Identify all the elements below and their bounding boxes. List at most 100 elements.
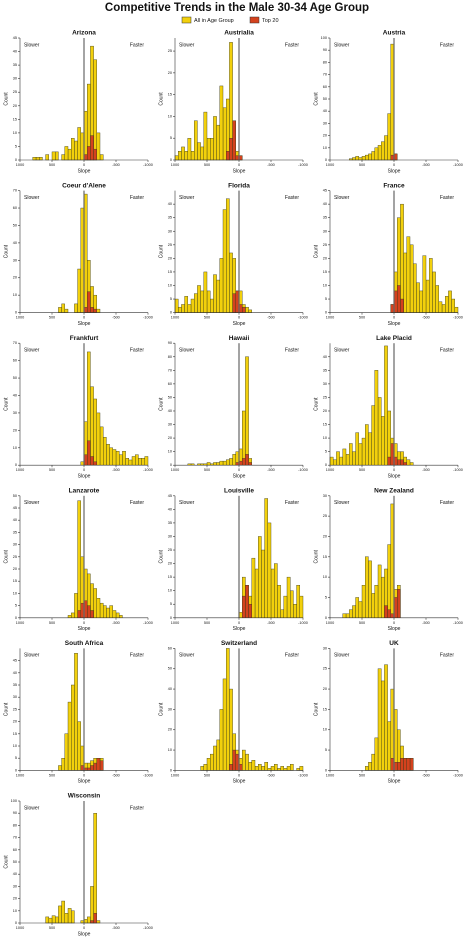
- x-tick-label: -1000: [143, 621, 153, 625]
- top-bar: [229, 764, 233, 771]
- y-tick-label: 25: [168, 243, 172, 247]
- y-tick-label: 5: [170, 297, 172, 301]
- y-tick-label: 20: [323, 687, 327, 691]
- panel-title: New Zealand: [374, 488, 414, 495]
- annotation: Slower: [24, 805, 40, 811]
- histogram-bar: [138, 458, 142, 466]
- y-tick-label: 90: [13, 811, 17, 815]
- y-tick-label: 20: [323, 409, 327, 413]
- y-tick-label: 5: [15, 756, 17, 760]
- x-tick-label: -500: [112, 163, 120, 167]
- top-bar: [93, 461, 97, 466]
- histogram-bar: [355, 432, 360, 466]
- histogram-bar: [374, 147, 379, 161]
- histogram-bar: [141, 458, 146, 466]
- y-tick-label: 10: [13, 744, 17, 748]
- histogram-bar: [387, 113, 392, 161]
- top-bar: [229, 138, 233, 161]
- histogram-bar: [187, 304, 192, 313]
- annotation: Faster: [285, 195, 300, 201]
- y-tick-label: 40: [168, 202, 172, 206]
- x-tick-label: 1000: [171, 163, 179, 167]
- histogram-bar: [384, 664, 388, 771]
- histogram-bar: [358, 601, 363, 618]
- histogram-bar: [181, 304, 185, 313]
- annotation: Slower: [179, 195, 195, 201]
- y-tick-label: 25: [13, 707, 17, 711]
- histogram-bar: [345, 613, 350, 619]
- histogram-bar: [403, 252, 408, 313]
- panel: Lake Placid Slower Faster 0 5 10 15 20 25 30 35 40 1…: [313, 335, 463, 480]
- histogram-bar: [219, 85, 224, 161]
- histogram-bar: [384, 345, 388, 466]
- histogram-bar: [413, 263, 417, 313]
- annotation: Slower: [24, 500, 40, 506]
- y-tick-label: 30: [323, 229, 327, 233]
- x-tick-label: 0: [238, 163, 240, 167]
- histogram-bar: [232, 454, 237, 466]
- histogram-bar: [286, 766, 291, 771]
- y-tick-label: 40: [168, 507, 172, 511]
- y-tick-label: 0: [170, 768, 172, 772]
- y-tick-label: 40: [13, 872, 17, 876]
- x-tick-label: 0: [238, 468, 240, 472]
- x-tick-label: 500: [49, 926, 55, 930]
- y-tick-label: 20: [13, 428, 17, 432]
- annotation: Slower: [24, 653, 40, 659]
- panel: Coeur d'Alene Slower Faster 0 10 20 30 40 50 60 70…: [3, 182, 153, 327]
- histogram-bar: [99, 426, 104, 466]
- y-tick-label: 100: [11, 799, 17, 803]
- y-tick-label: 0: [325, 616, 327, 620]
- y-tick-label: 90: [323, 48, 327, 52]
- top-bar: [397, 762, 401, 771]
- x-tick-label: -1000: [143, 163, 153, 167]
- histogram-bar: [64, 913, 69, 924]
- histogram-bar: [333, 459, 337, 466]
- y-tick-label: 20: [13, 720, 17, 724]
- annotation: Faster: [440, 500, 455, 506]
- histogram-bar: [368, 153, 372, 161]
- y-tick-label: 50: [323, 97, 327, 101]
- y-tick-label: 70: [13, 836, 17, 840]
- annotation: Faster: [285, 42, 300, 48]
- histogram-bar: [209, 298, 214, 313]
- top-bar: [90, 135, 94, 161]
- x-tick-label: -1000: [453, 468, 463, 472]
- y-tick-label: 80: [323, 60, 327, 64]
- histogram-bar: [280, 766, 285, 771]
- histogram-bar: [258, 536, 262, 619]
- y-tick-label: 10: [168, 589, 172, 593]
- y-tick-label: 50: [168, 667, 172, 671]
- histogram-bar: [209, 138, 214, 161]
- histogram-bar: [193, 293, 198, 313]
- y-tick-label: 60: [323, 85, 327, 89]
- histogram-bar: [371, 753, 376, 771]
- y-axis-label: Count: [313, 397, 319, 411]
- annotation: Faster: [130, 42, 145, 48]
- x-axis-label: Slope: [388, 168, 401, 174]
- y-tick-label: 30: [13, 411, 17, 415]
- histogram-bar: [115, 612, 120, 618]
- y-axis-label: Count: [158, 244, 164, 258]
- histogram-bar: [184, 296, 189, 313]
- top-bar: [93, 308, 97, 313]
- histogram-bar: [222, 678, 227, 771]
- histogram-bar: [93, 59, 97, 161]
- histogram-bar: [193, 120, 198, 161]
- y-axis-label: Count: [3, 397, 9, 411]
- histogram-bar: [270, 766, 275, 771]
- histogram-bar: [93, 813, 97, 924]
- y-tick-label: 60: [168, 646, 172, 650]
- y-tick-label: 25: [323, 395, 327, 399]
- x-tick-label: -500: [112, 316, 120, 320]
- panel-title: Austrialia: [224, 30, 254, 37]
- y-tick-label: 80: [168, 355, 172, 359]
- y-tick-label: 0: [325, 768, 327, 772]
- y-tick-label: 20: [323, 534, 327, 538]
- x-tick-label: -500: [267, 163, 275, 167]
- top-bar: [90, 610, 94, 618]
- annotation: Faster: [130, 348, 145, 354]
- histogram-bar: [441, 304, 446, 313]
- histogram-bar: [387, 721, 392, 771]
- y-tick-label: 20: [168, 256, 172, 260]
